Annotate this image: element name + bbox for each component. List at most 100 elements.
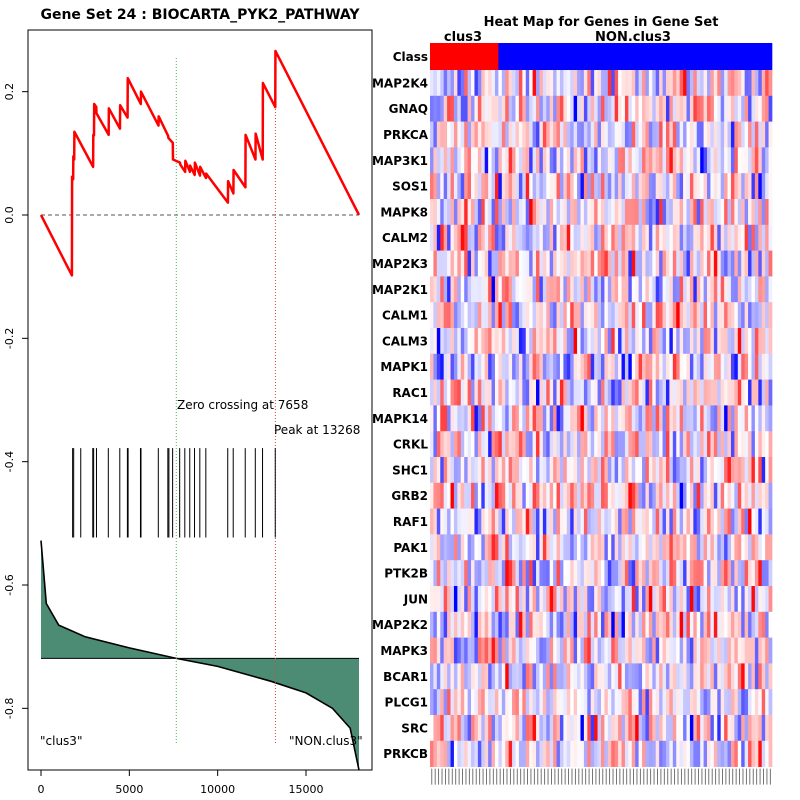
heatmap-cell: [447, 70, 451, 97]
heatmap-cell: [635, 431, 639, 458]
heatmap-cell: [679, 121, 684, 148]
heatmap-cell: [518, 173, 523, 200]
heatmap-cell: [768, 224, 773, 251]
heatmap-cell: [590, 302, 595, 329]
heatmap-cell: [457, 70, 462, 97]
heatmap-cell: [703, 173, 708, 200]
heatmap-cell: [635, 328, 639, 355]
heatmap-cell: [744, 482, 749, 509]
heatmap-cell: [508, 199, 513, 226]
heatmap-cell: [430, 534, 434, 561]
heatmap-cell: [453, 431, 458, 458]
heatmap-cell: [648, 70, 653, 97]
heatmap-cell: [559, 611, 564, 638]
heatmap-cell: [467, 482, 472, 509]
sample-label: [499, 768, 501, 785]
heatmap-cell: [477, 560, 482, 587]
heatmap-cell: [512, 70, 516, 97]
heatmap-cell: [443, 431, 448, 458]
heatmap-cell: [460, 353, 465, 380]
heatmap-cell: [488, 353, 492, 380]
heatmap-cell: [430, 715, 434, 742]
heatmap-cell: [464, 611, 468, 638]
heatmap-cell: [768, 715, 773, 742]
heatmap-cell: [696, 147, 701, 174]
sample-label: [434, 768, 436, 785]
heatmap-cell: [741, 353, 745, 380]
heatmap-cell: [642, 276, 646, 303]
heatmap-cell: [693, 611, 698, 638]
heatmap-cell: [741, 611, 745, 638]
heatmap-cell: [597, 302, 602, 329]
sample-label: [540, 768, 542, 785]
heatmap-cell: [607, 250, 612, 277]
heatmap-cell: [532, 637, 537, 664]
heatmap-cell: [665, 586, 670, 613]
heatmap-cell: [597, 379, 602, 406]
heatmap-cell: [648, 379, 653, 406]
heatmap-cell: [607, 379, 612, 406]
heatmap-cell: [433, 353, 438, 380]
heatmap-cell: [720, 302, 725, 329]
heatmap-cell: [717, 715, 722, 742]
heatmap-cell: [741, 121, 745, 148]
heatmap-cell: [710, 715, 715, 742]
heatmap-cell: [539, 276, 544, 303]
heatmap-cell: [672, 328, 677, 355]
heatmap-cell: [536, 302, 540, 329]
heatmap-cell: [628, 560, 633, 587]
heatmap-cell: [700, 250, 704, 277]
heatmap-cell: [748, 431, 752, 458]
heatmap-cell: [724, 431, 728, 458]
heatmap-cell: [710, 534, 715, 561]
heatmap-cell: [433, 379, 438, 406]
heatmap-cell: [508, 276, 513, 303]
heatmap-cell: [525, 663, 530, 690]
heatmap-cell: [727, 637, 732, 664]
heatmap-cell: [505, 715, 510, 742]
sample-label: [629, 768, 631, 785]
heatmap-cell: [720, 379, 725, 406]
heatmap-cell: [611, 482, 616, 509]
heatmap-cell: [707, 534, 711, 561]
heatmap-cell: [440, 95, 445, 122]
heatmap-cell: [481, 276, 486, 303]
heatmap-cell: [717, 147, 722, 174]
heatmap-cell: [464, 199, 468, 226]
heatmap-cell: [556, 328, 561, 355]
heatmap-cell: [522, 224, 527, 251]
heatmap-cell: [693, 586, 698, 613]
heatmap-cell: [447, 508, 451, 535]
heatmap-cell: [720, 405, 725, 432]
heatmap-cell: [556, 508, 561, 535]
heatmap-cell: [433, 173, 438, 200]
heatmap-cell: [689, 715, 694, 742]
heatmap-cell: [505, 560, 510, 587]
heatmap-cell: [710, 70, 715, 97]
heatmap-cell: [768, 199, 773, 226]
heatmap-cell: [638, 586, 643, 613]
heatmap-cell: [556, 147, 561, 174]
heatmap-cell: [477, 715, 482, 742]
heatmap-cell: [659, 534, 663, 561]
heatmap-cell: [645, 95, 650, 122]
heatmap-cell: [515, 147, 520, 174]
heatmap-cell: [645, 121, 650, 148]
heatmap-cell: [594, 740, 598, 767]
heatmap-cell: [652, 560, 657, 587]
heatmap-cell: [601, 70, 605, 97]
sample-label: [626, 768, 628, 785]
heatmap-cell: [440, 637, 445, 664]
heatmap-cell: [710, 173, 715, 200]
heatmap-cell: [618, 276, 622, 303]
heatmap-cell: [686, 328, 691, 355]
heatmap-cell: [597, 637, 602, 664]
heatmap-cell: [484, 405, 489, 432]
heatmap-cell: [655, 95, 660, 122]
heatmap-cell: [689, 95, 694, 122]
heatmap-cell: [700, 482, 704, 509]
heatmap-cell: [546, 740, 551, 767]
heatmap-cell: [457, 405, 462, 432]
heatmap-cell: [713, 199, 718, 226]
heatmap-cell: [505, 328, 510, 355]
